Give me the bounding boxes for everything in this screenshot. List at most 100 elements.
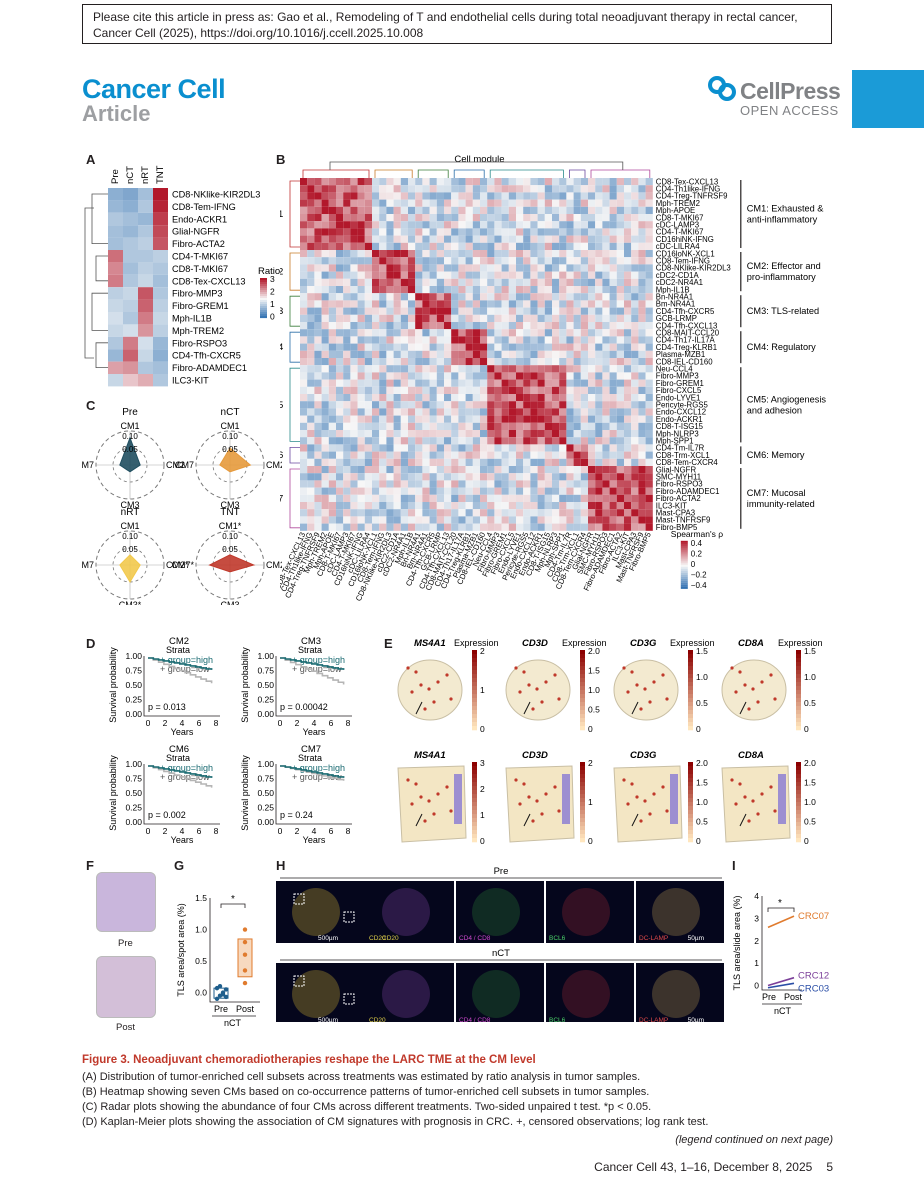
panel-b-cell [566, 394, 574, 402]
panel-b-cell [336, 394, 344, 402]
panel-b-cell [588, 322, 596, 330]
panel-b-cell [480, 350, 488, 358]
panel-b-cell [429, 415, 437, 423]
panel-b-cell [328, 451, 336, 459]
panel-a-cell [153, 200, 168, 213]
panel-b-cell [487, 192, 495, 200]
panel-b-cell [429, 206, 437, 214]
panel-b-cell [487, 221, 495, 229]
panel-b-cell [602, 257, 610, 265]
panel-b-cell [357, 250, 365, 258]
panel-b-cell [595, 206, 603, 214]
panel-e-colorbar-tick: 0.5 [804, 698, 816, 708]
panel-b-cell [300, 437, 308, 445]
panel-b-cell [415, 228, 423, 236]
panel-b-cell [580, 473, 588, 481]
panel-d-plot-title: CM2 [169, 636, 189, 647]
panel-b-cell [307, 343, 315, 351]
panel-b-cell [624, 242, 632, 250]
panel-b-cell [465, 466, 473, 474]
panel-b-cell [595, 185, 603, 193]
panel-b-cell [566, 199, 574, 207]
panel-a-row-label: Fibro-RSPO3 [172, 338, 227, 348]
panel-b-cell [501, 199, 509, 207]
panel-e-spot [423, 819, 427, 823]
panel-b-cell [609, 178, 617, 186]
panel-b-cell [372, 235, 380, 243]
panel-b-cell [436, 228, 444, 236]
panel-e-spot [445, 785, 449, 789]
panel-b-cell [631, 199, 639, 207]
panel-e-spot [557, 697, 561, 701]
panel-b-cell [480, 372, 488, 380]
panel-b-cell [602, 214, 610, 222]
panel-e-spot [743, 795, 747, 799]
panel-b-cell [343, 372, 351, 380]
panel-b-cell [357, 458, 365, 466]
panel-e-colorbar-tick: 2.0 [804, 758, 816, 768]
panel-e-spot [751, 799, 755, 803]
panel-b-cell [523, 192, 531, 200]
panel-b-cell [300, 422, 308, 430]
panel-b-cell [314, 487, 322, 495]
panel-b-cell [537, 480, 545, 488]
panel-c-axis-label: CM3 [220, 500, 239, 510]
panel-b-cell [336, 408, 344, 416]
panel-b-cell [552, 242, 560, 250]
panel-b-cell [530, 221, 538, 229]
panel-b-cell [357, 221, 365, 229]
panel-b-cell [458, 307, 466, 315]
panel-b-cell [588, 192, 596, 200]
panel-b-cell [408, 365, 416, 373]
panel-b-cell [400, 408, 408, 416]
panel-b-cell [552, 523, 560, 531]
panel-b-cell [379, 257, 387, 265]
panel-b-cell [328, 235, 336, 243]
panel-b-cell [379, 487, 387, 495]
panel-b-cell [609, 365, 617, 373]
panel-b-cell [393, 350, 401, 358]
panel-b-cell [379, 307, 387, 315]
panel-b-cell [415, 523, 423, 531]
panel-b-cell [638, 178, 646, 186]
panel-e-spot [427, 799, 431, 803]
panel-b-cell [422, 444, 430, 452]
panel-b-cell [645, 480, 653, 488]
panel-b-cell [321, 329, 329, 337]
panel-b-cell [580, 386, 588, 394]
panel-e-colorbar [688, 766, 693, 771]
panel-e-colorbar-tick: 1 [480, 685, 485, 695]
panel-b-cell [480, 523, 488, 531]
panel-b-cell [616, 451, 624, 459]
panel-b-cell [544, 264, 552, 272]
panel-a-row-label: Mph-IL1B [172, 314, 212, 324]
panel-b-cell [602, 329, 610, 337]
panel-b-cell [580, 494, 588, 502]
panel-b-cell [328, 350, 336, 358]
panel-e-spot [626, 802, 630, 806]
panel-b-cell [444, 199, 452, 207]
panel-b-cell [422, 365, 430, 373]
panel-b-cell [573, 451, 581, 459]
panel-b-cell [487, 286, 495, 294]
panel-c-axis-label: CM2* [266, 460, 282, 470]
panel-b-cell [465, 444, 473, 452]
panel-b-cell [544, 458, 552, 466]
panel-b-cell [616, 408, 624, 416]
panel-d-ytick: 0.75 [257, 774, 274, 784]
panel-b-cell [588, 329, 596, 337]
panel-b-cell [602, 242, 610, 250]
panel-b-cell [314, 322, 322, 330]
panel-b-cell [544, 257, 552, 265]
panel-b-cell [379, 422, 387, 430]
panel-b-cell [343, 415, 351, 423]
panel-b-cell [631, 286, 639, 294]
panel-b-cell [494, 307, 502, 315]
panel-b-cell [508, 430, 516, 438]
panel-e-colorbar [796, 822, 801, 827]
panel-e-colorbar [688, 686, 693, 691]
panel-b-cell [480, 214, 488, 222]
panel-b-cell [494, 437, 502, 445]
panel-b-cell [516, 329, 524, 337]
panel-b-cell [408, 329, 416, 337]
